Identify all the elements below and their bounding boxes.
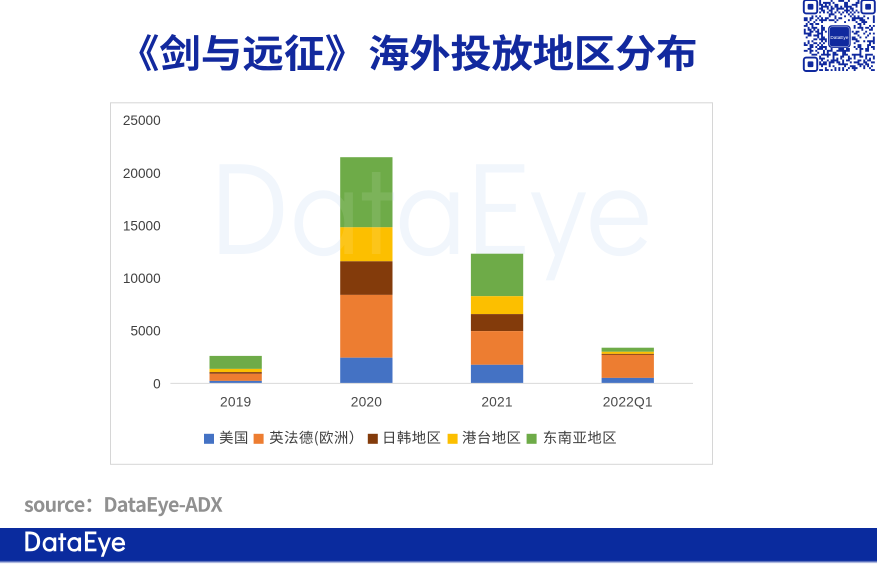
svg-text:15000: 15000 (123, 218, 161, 233)
svg-text:0: 0 (153, 376, 161, 391)
svg-text:2019: 2019 (220, 394, 251, 409)
svg-text:20000: 20000 (123, 166, 161, 181)
svg-text:2021: 2021 (481, 394, 512, 409)
svg-text:5000: 5000 (130, 324, 161, 339)
svg-text:DataEye: DataEye (830, 35, 848, 40)
svg-text:2020: 2020 (351, 394, 382, 409)
svg-text:10000: 10000 (123, 271, 161, 286)
svg-text:25000: 25000 (123, 113, 161, 128)
svg-text:2022Q1: 2022Q1 (603, 394, 653, 409)
